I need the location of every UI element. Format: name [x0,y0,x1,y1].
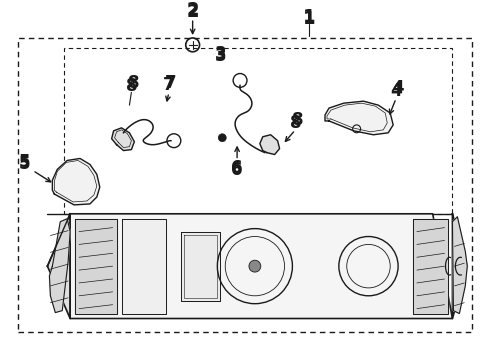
Bar [64,48,452,214]
Circle shape [249,260,261,272]
Polygon shape [70,214,452,319]
Text: 6: 6 [231,161,243,179]
Circle shape [219,134,226,142]
Text: 6: 6 [231,159,243,177]
Text: 5: 5 [19,153,30,171]
Polygon shape [260,135,280,154]
Text: 8: 8 [292,111,303,129]
Bar [18,38,472,332]
Text: 5: 5 [19,156,30,174]
Text: 1: 1 [303,10,316,28]
Text: 8: 8 [290,114,301,132]
Text: 1: 1 [303,8,316,26]
Text: 7: 7 [163,76,175,94]
Polygon shape [52,158,100,205]
Text: 2: 2 [186,3,199,21]
Text: 4: 4 [392,79,404,97]
Text: 4: 4 [391,82,402,100]
Polygon shape [75,219,117,314]
Text: 3: 3 [215,45,226,63]
Polygon shape [325,101,393,135]
Polygon shape [48,214,70,319]
Polygon shape [122,219,166,314]
Text: 7: 7 [165,75,177,93]
Polygon shape [413,219,447,314]
Text: 8: 8 [127,75,139,93]
Polygon shape [181,231,220,301]
Polygon shape [452,214,467,319]
Polygon shape [49,219,70,312]
Text: 2: 2 [186,1,199,19]
Polygon shape [452,217,467,314]
Text: 3: 3 [215,47,226,65]
Polygon shape [112,128,134,150]
Text: 8: 8 [125,77,137,95]
